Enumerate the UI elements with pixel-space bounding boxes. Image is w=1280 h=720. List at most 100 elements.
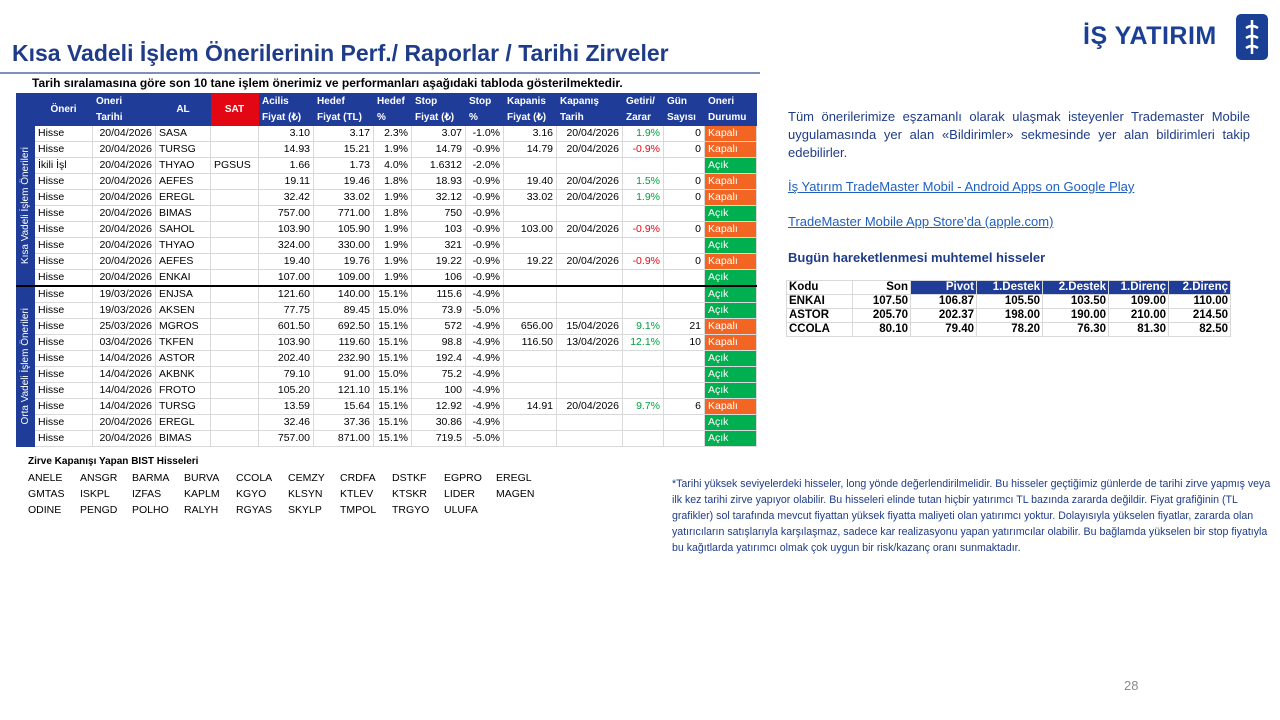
table-cell: [210, 430, 259, 447]
table-cell: ENKAI: [155, 269, 211, 287]
group-label: Kısa Vadeli İşlem Önerileri: [20, 146, 31, 265]
header-cell: Kapanış: [556, 93, 623, 110]
table-cell: Kapalı: [704, 173, 757, 190]
table-cell: İkili İşl: [34, 157, 93, 174]
table-cell: 232.90: [313, 350, 374, 367]
highs-table: ANELE ANSGR BARMA BURVA CCOLA CEMZY CRDFA DSTKF…: [26, 470, 546, 518]
highs-cell: ISKPL: [80, 488, 110, 500]
group-label: Orta Vadeli İşlem Önerileri: [20, 308, 31, 425]
table-cell: Açık: [704, 285, 757, 303]
table-cell: [622, 366, 664, 383]
table-cell: [210, 253, 259, 270]
table-cell: [556, 382, 623, 399]
header-cell: Getiri/: [622, 93, 664, 110]
table-cell: [556, 269, 623, 287]
table-cell: 757.00: [258, 430, 314, 447]
highs-cell: KGYO: [236, 488, 267, 500]
table-cell: [556, 302, 623, 319]
table-cell: -5.0%: [465, 430, 504, 447]
table-cell: [210, 237, 259, 254]
table-cell: 1.9%: [622, 189, 664, 206]
table-cell: [210, 398, 259, 415]
header-cell: Fiyat (TL): [313, 109, 374, 126]
table-cell: Hisse: [34, 125, 93, 142]
table-cell: 15.1%: [373, 430, 412, 447]
table-cell: Açık: [704, 414, 757, 431]
highs-cell: CCOLA: [236, 472, 273, 484]
table-cell: Açık: [704, 269, 757, 287]
highs-cell: EREGL: [496, 472, 532, 484]
highs-cell: BARMA: [132, 472, 170, 484]
header-row: Öneri Oneri AL SAT Acilis Hedef Hedef Stop Stop K…: [16, 93, 757, 126]
highs-cell: CRDFA: [340, 472, 376, 484]
group-label-cell: Orta Vadeli İşlem Önerileri: [16, 285, 35, 447]
highs-cell: IZFAS: [132, 488, 162, 500]
table-row: Kısa Vadeli İşlem Önerileri Hisse 20/04/20…: [16, 125, 757, 287]
table-cell: 20/04/2026: [556, 221, 623, 238]
table-cell: 15.1%: [373, 382, 412, 399]
pivot-header-cell: 1.Direnç: [1108, 280, 1169, 295]
table-cell: 15.1%: [373, 334, 412, 351]
table-cell: -4.9%: [465, 318, 504, 335]
pivot-cell: 210.00: [1108, 308, 1169, 323]
table-row: İkili İşl 20/04/2026 THYAO PGSUS 1.66 1.73 4.0…: [17, 157, 757, 174]
table-cell: 33.02: [503, 189, 557, 206]
slide-title: Kısa Vadeli İşlem Önerilerinin Perf./ Ra…: [12, 40, 669, 66]
table-cell: TURSG: [155, 398, 211, 415]
table-cell: 20/04/2026: [92, 414, 156, 431]
table-cell: 32.42: [258, 189, 314, 206]
table-cell: 15.64: [313, 398, 374, 415]
table-cell: -4.9%: [465, 350, 504, 367]
table-cell: 14.79: [411, 141, 466, 158]
table-row: Hisse 20/04/2026 BIMAS 757.00 871.00 15.1% 719…: [17, 430, 757, 447]
header-cell: %: [373, 109, 412, 126]
ios-link[interactable]: TradeMaster Mobile App Store’da (apple.c…: [788, 214, 1054, 229]
table-cell: SASA: [155, 125, 211, 142]
header-cell: Gün: [663, 93, 705, 110]
table-cell: [663, 414, 705, 431]
table-cell: -0.9%: [465, 173, 504, 190]
table-cell: 202.40: [258, 350, 314, 367]
android-link[interactable]: İş Yatırım TradeMaster Mobil - Android A…: [788, 179, 1135, 194]
table-cell: 572: [411, 318, 466, 335]
pivot-cell: 106.87: [910, 294, 977, 309]
highs-cell: RGYAS: [236, 504, 272, 516]
table-cell: -0.9%: [465, 189, 504, 206]
table-cell: 19.76: [313, 253, 374, 270]
table-cell: 19.46: [313, 173, 374, 190]
table-cell: -4.9%: [465, 382, 504, 399]
highs-cell: LIDER: [444, 488, 475, 500]
table-cell: 20/04/2026: [92, 157, 156, 174]
table-cell: 20/04/2026: [92, 173, 156, 190]
header-cell: Öneri: [34, 93, 93, 126]
table-cell: [210, 125, 259, 142]
header-cell: Stop: [411, 93, 466, 110]
highs-title: Zirve Kapanışı Yapan BIST Hisseleri: [28, 456, 199, 467]
table-cell: 0: [663, 141, 705, 158]
table-cell: 19/03/2026: [92, 285, 156, 303]
table-cell: 14/04/2026: [92, 350, 156, 367]
table-cell: Açık: [704, 205, 757, 222]
table-cell: 12.1%: [622, 334, 664, 351]
table-cell: [663, 366, 705, 383]
table-cell: 19/03/2026: [92, 302, 156, 319]
table-cell: Hisse: [34, 173, 93, 190]
table-cell: Hisse: [34, 205, 93, 222]
table-cell: -0.9%: [622, 253, 664, 270]
table-cell: Hisse: [34, 414, 93, 431]
table-cell: 1.6312: [411, 157, 466, 174]
table-cell: 20/04/2026: [556, 189, 623, 206]
table-row: Hisse 20/04/2026 SAHOL 103.90 105.90 1.9% 103-…: [17, 221, 757, 238]
table-cell: [622, 269, 664, 287]
pivot-cell: 214.50: [1168, 308, 1231, 323]
pivot-cell: 82.50: [1168, 322, 1231, 337]
table-cell: [503, 205, 557, 222]
table-cell: [503, 414, 557, 431]
table-cell: 719.5: [411, 430, 466, 447]
table-cell: -0.9%: [465, 205, 504, 222]
table-cell: 19.40: [258, 253, 314, 270]
table-cell: [622, 302, 664, 319]
table-cell: 103.90: [258, 334, 314, 351]
table-cell: BIMAS: [155, 205, 211, 222]
table-cell: THYAO: [155, 157, 211, 174]
